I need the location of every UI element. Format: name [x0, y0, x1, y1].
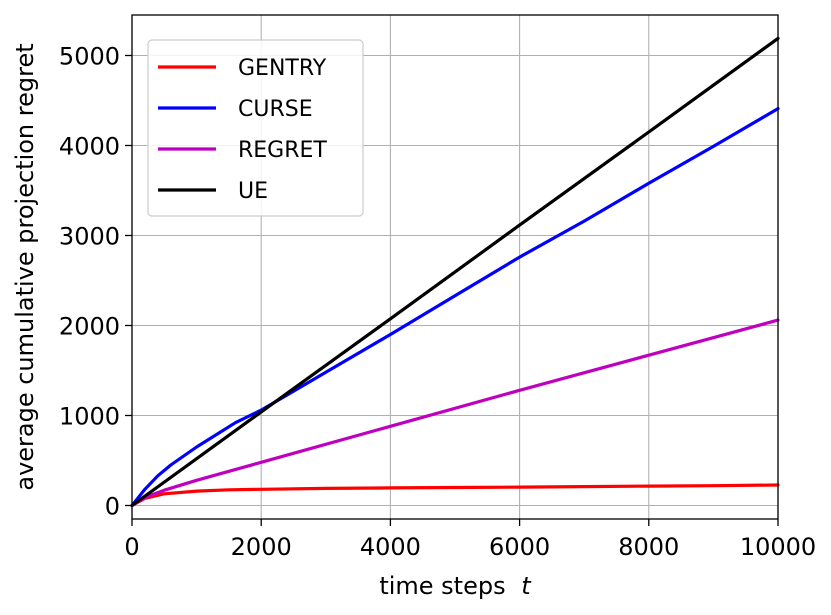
x-axis-label: time steps t — [379, 572, 532, 600]
plot-frame — [131, 14, 779, 520]
series-line-gentry — [130, 483, 780, 508]
y-tick-label: 0 — [105, 493, 120, 521]
y-tick-label: 4000 — [59, 133, 120, 161]
series-line-regret — [130, 318, 780, 508]
legend-items: GENTRY CURSE REGRET UE — [158, 56, 327, 204]
x-tick-label: 6000 — [489, 533, 550, 561]
y-tick-label: 1000 — [59, 403, 120, 431]
x-axis-label-variable: t — [521, 572, 532, 600]
x-tick-label: 0 — [124, 533, 139, 561]
x-tick-label: 10000 — [740, 533, 816, 561]
x-tick-label: 8000 — [618, 533, 679, 561]
x-axis-label-text: time steps — [379, 572, 505, 600]
legend-label-regret: REGRET — [238, 138, 327, 163]
series-line-ue — [130, 36, 780, 508]
series-line-curse — [130, 106, 780, 508]
legend-label-ue: UE — [238, 179, 268, 204]
legend-box — [147, 39, 364, 217]
legend-label-curse: CURSE — [238, 97, 313, 122]
x-tick-label: 2000 — [231, 533, 292, 561]
y-tick-label: 3000 — [59, 223, 120, 251]
y-tick-label: 2000 — [59, 313, 120, 341]
x-tick-label: 4000 — [360, 533, 421, 561]
y-tick-label: 5000 — [59, 43, 120, 71]
series-lines — [130, 36, 780, 508]
axis-ticks: 0 2000 4000 6000 8000 10000 0 1000 2000 3000 4000 5… — [59, 43, 816, 562]
legend: GENTRY CURSE REGRET UE — [147, 39, 364, 217]
y-axis-label: average cumulative projection regret — [11, 43, 39, 490]
legend-label-gentry: GENTRY — [238, 56, 327, 81]
